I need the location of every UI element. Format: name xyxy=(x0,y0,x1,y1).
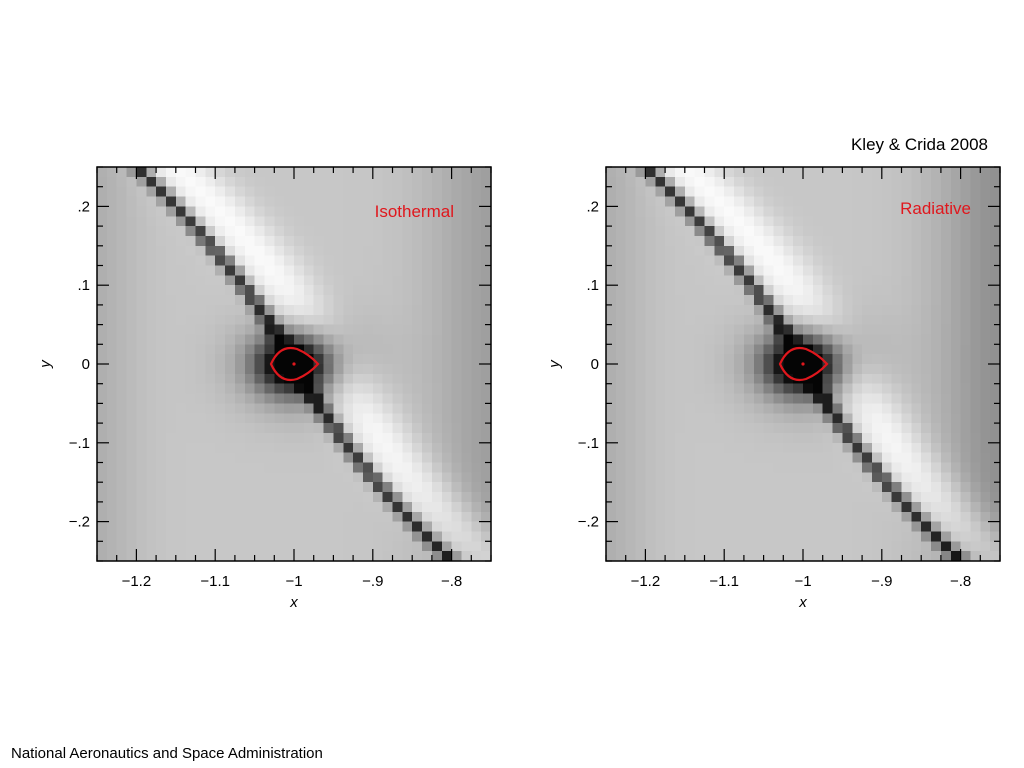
x-tick-label: −.9 xyxy=(871,573,892,590)
y-tick-label: 0 xyxy=(591,356,599,373)
planet-marker xyxy=(801,362,805,366)
radiative-panel: −1.2 −1.1 −1 −.9 −.8 −.2 −.1 0 .1 .2 x y Radiative xyxy=(509,150,1009,630)
x-axis-title: x xyxy=(289,594,298,611)
y-axis-title: y xyxy=(37,359,54,369)
x-tick-label: −1.1 xyxy=(709,573,739,590)
axis-ticks xyxy=(96,166,492,562)
y-axis-title: y xyxy=(546,359,563,369)
y-tick-label: −.2 xyxy=(578,514,599,531)
y-tick-label: .1 xyxy=(77,277,90,294)
planet-marker xyxy=(292,362,296,366)
roche-lobe xyxy=(269,346,320,382)
y-tick-label: −.1 xyxy=(69,435,90,452)
x-tick-label: −.8 xyxy=(441,573,462,590)
isothermal-plot: −1.2 −1.1 −1 −.9 −.8 −.2 −.1 0 .1 .2 x y Isothermal xyxy=(37,166,492,611)
footer-text: National Aeronautics and Space Administr… xyxy=(11,745,323,762)
axis-ticks xyxy=(605,166,1001,562)
x-tick-label: −1.2 xyxy=(631,573,661,590)
radiative-plot: −1.2 −1.1 −1 −.9 −.8 −.2 −.1 0 .1 .2 x y Radiative xyxy=(546,166,1001,611)
panel-label: Isothermal xyxy=(375,202,454,221)
y-tick-label: −.2 xyxy=(69,514,90,531)
x-tick-label: −.8 xyxy=(950,573,971,590)
roche-lobe xyxy=(778,346,829,382)
x-tick-label: −1.1 xyxy=(200,573,230,590)
x-axis-title: x xyxy=(798,594,807,611)
x-tick-label: −.9 xyxy=(362,573,383,590)
x-tick-label: −1.2 xyxy=(122,573,152,590)
x-tick-label: −1 xyxy=(285,573,302,590)
y-tick-label: −.1 xyxy=(578,435,599,452)
isothermal-panel: −1.2 −1.1 −1 −.9 −.8 −.2 −.1 0 .1 .2 x y Isothermal xyxy=(0,150,500,630)
y-tick-label: .2 xyxy=(77,198,90,215)
y-tick-label: .2 xyxy=(586,198,599,215)
x-tick-label: −1 xyxy=(794,573,811,590)
panel-label: Radiative xyxy=(900,199,971,218)
y-tick-label: 0 xyxy=(82,356,90,373)
y-tick-label: .1 xyxy=(586,277,599,294)
citation-text: Kley & Crida 2008 xyxy=(850,135,988,154)
